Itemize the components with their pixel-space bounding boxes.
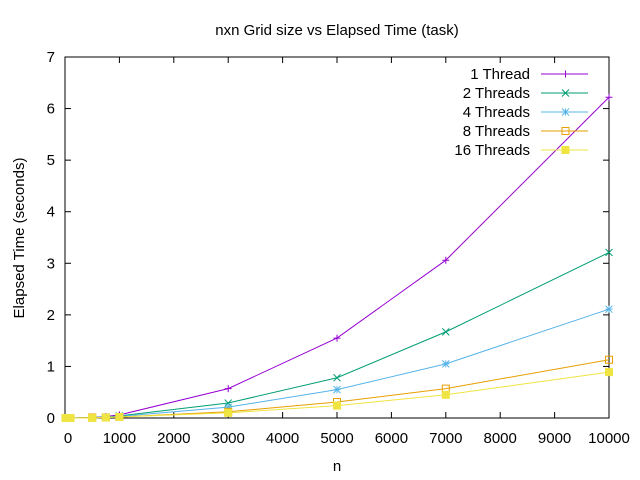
data-point (605, 305, 613, 314)
data-point (605, 355, 613, 364)
data-point (605, 93, 613, 101)
legend-item: 1 Thread (470, 66, 588, 83)
legend-item: 2 Threads (463, 85, 588, 102)
data-point (101, 413, 110, 422)
y-tick-label: 2 (47, 307, 55, 324)
legend-item: 4 Threads (463, 104, 588, 121)
legend-item: 16 Threads (454, 142, 588, 159)
data-point (115, 412, 124, 421)
legend-marker (561, 89, 570, 97)
legend-label: 2 Threads (463, 85, 530, 102)
x-tick-label: 2000 (157, 430, 190, 447)
y-tick-label: 7 (47, 49, 55, 66)
x-tick-label: 0 (64, 430, 72, 447)
y-tick-label: 6 (47, 101, 55, 118)
legend-label: 4 Threads (463, 104, 530, 121)
chart-title: nxn Grid size vs Elapsed Time (task) (215, 22, 458, 39)
data-point (224, 408, 233, 417)
data-point (224, 385, 232, 393)
plot-series (61, 93, 613, 422)
y-tick-label: 0 (47, 410, 55, 427)
data-point (605, 248, 613, 257)
legend-marker (561, 127, 570, 135)
x-tick-label: 9000 (538, 430, 571, 447)
data-point (66, 414, 75, 422)
data-point (88, 414, 97, 422)
y-tick-label: 4 (47, 204, 55, 221)
x-tick-label: 3000 (212, 430, 245, 447)
data-point (441, 328, 450, 336)
series-5 (61, 368, 613, 422)
y-tick-label: 3 (47, 255, 55, 272)
legend: 1 Thread 2 Threads 4 Threads 8 Threads 16 Th… (454, 66, 588, 159)
x-tick-label: 1000 (103, 430, 136, 447)
data-point (441, 359, 450, 368)
series-line (65, 371, 610, 419)
data-point (333, 385, 341, 394)
legend-label: 8 Threads (463, 123, 530, 140)
legend-item: 8 Threads (463, 123, 588, 140)
legend-marker (561, 146, 570, 154)
x-tick-label: 4000 (266, 430, 299, 447)
x-tick-label: 5000 (320, 430, 353, 447)
x-tick-label: 8000 (484, 430, 517, 447)
x-axis-label: n (333, 458, 341, 475)
y-tick-label: 1 (47, 358, 55, 375)
data-point (442, 256, 450, 264)
data-point (441, 390, 450, 399)
x-tick-label: 10000 (588, 430, 630, 447)
data-point (224, 403, 233, 412)
data-point (605, 368, 613, 377)
legend-marker (562, 70, 569, 78)
y-axis-label: Elapsed Time (seconds) (11, 158, 28, 319)
y-tick-label: 5 (47, 152, 55, 169)
legend-label: 1 Thread (470, 66, 530, 83)
x-tick-label: 6000 (375, 430, 408, 447)
legend-label: 16 Threads (454, 142, 530, 159)
data-point (333, 401, 341, 410)
data-point (333, 373, 341, 382)
plot-axes: 0 1000 2000 3000 4000 5000 6000 7000 8000 9000 100… (47, 49, 630, 447)
data-point (333, 334, 341, 342)
legend-marker (561, 108, 570, 116)
x-tick-label: 7000 (429, 430, 462, 447)
